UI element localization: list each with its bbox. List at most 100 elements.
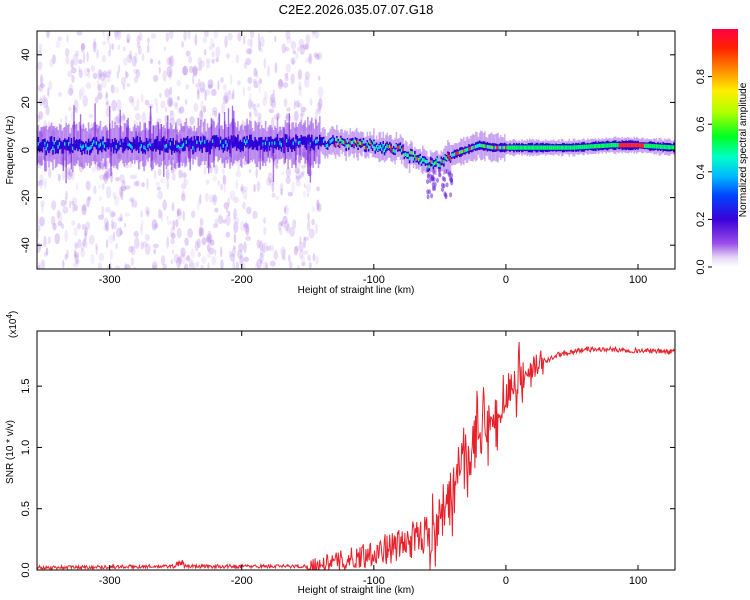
ridge-peak	[510, 145, 513, 150]
noise-blob	[199, 217, 204, 227]
ridge-peak	[550, 145, 552, 150]
noise-blob	[162, 263, 167, 269]
ridge-peak	[484, 144, 486, 148]
noise-blob	[172, 101, 179, 107]
noise-blob	[166, 236, 170, 249]
ridge-peak	[453, 152, 456, 157]
noise-blob	[147, 37, 150, 44]
noise-blob	[156, 186, 161, 191]
ridge-streak	[262, 144, 264, 167]
dip-tail	[426, 167, 429, 173]
noise-blob	[289, 226, 295, 237]
noise-blob	[225, 208, 229, 214]
noise-blob	[173, 162, 176, 174]
ridge-core	[328, 139, 330, 147]
noise-blob	[303, 250, 309, 255]
noise-blob	[183, 31, 187, 41]
noise-blob	[48, 80, 53, 90]
noise-blob	[151, 151, 157, 161]
dip-tail	[426, 194, 430, 200]
noise-blob	[89, 234, 95, 245]
ridge-peak	[391, 149, 394, 153]
noise-blob	[215, 46, 221, 59]
ridge-peak	[632, 143, 634, 148]
ridge-peak	[485, 144, 487, 149]
noise-blob	[203, 31, 209, 38]
noise-blob	[308, 228, 315, 239]
noise-blob	[78, 66, 81, 72]
noise-blob	[37, 114, 41, 123]
noise-blob	[308, 122, 313, 132]
ridge-peak	[555, 145, 557, 150]
ridge-peak	[181, 144, 184, 148]
noise-blob	[95, 123, 100, 136]
ridge-peak	[572, 145, 575, 150]
noise-blob	[153, 75, 159, 82]
ridge-core	[312, 141, 314, 150]
noise-blob	[61, 168, 66, 181]
noise-blob	[151, 264, 158, 269]
noise-blob	[49, 58, 54, 68]
ridge-peak	[52, 146, 54, 150]
noise-blob	[57, 211, 63, 222]
noise-blob	[211, 43, 216, 48]
noise-blob	[97, 135, 103, 142]
noise-blob	[105, 74, 112, 83]
ridge-core	[48, 141, 50, 153]
noise-blob	[173, 253, 180, 264]
ridge-peak	[367, 145, 370, 149]
noise-blob	[263, 57, 267, 69]
noise-blob	[309, 98, 313, 106]
noise-blob	[286, 37, 292, 44]
ridge-peak	[558, 145, 560, 150]
noise-blob	[286, 107, 291, 112]
noise-blob	[72, 203, 76, 213]
noise-blob	[113, 31, 119, 38]
noise-blob	[284, 220, 290, 232]
noise-blob	[312, 253, 316, 262]
noise-blob	[97, 91, 103, 100]
noise-blob	[39, 83, 46, 88]
ridge-peak	[165, 143, 168, 148]
ridge-peak	[280, 143, 283, 147]
ridge-core	[77, 140, 79, 152]
dip-tail	[431, 182, 435, 187]
noise-blob	[177, 208, 180, 217]
noise-blob	[231, 93, 234, 100]
noise-blob	[277, 126, 283, 132]
ridge-core	[305, 137, 308, 150]
noise-blob	[182, 210, 185, 222]
noise-blob	[235, 54, 240, 64]
noise-blob	[292, 158, 296, 164]
noise-blob	[66, 167, 71, 176]
noise-blob	[181, 41, 184, 48]
ridge-peak	[424, 159, 427, 164]
noise-blob	[129, 50, 133, 60]
noise-blob	[301, 164, 306, 169]
noise-blob	[314, 116, 318, 125]
ridge-peak	[395, 144, 398, 148]
noise-blob	[259, 36, 265, 48]
ridge-core	[202, 135, 205, 148]
ridge-peak	[93, 140, 95, 144]
ridge-peak	[517, 145, 519, 150]
ridge-core	[321, 137, 324, 145]
ridge-core	[120, 138, 123, 148]
ridge-peak	[371, 144, 374, 149]
ridge-streak	[149, 106, 152, 145]
ridge-peak	[226, 143, 229, 147]
noise-blob	[224, 156, 230, 164]
noise-blob	[307, 192, 310, 198]
noise-blob	[159, 93, 162, 98]
ridge-peak	[164, 144, 166, 149]
noise-blob	[105, 186, 112, 199]
noise-blob	[205, 88, 211, 96]
ridge-core	[107, 138, 110, 150]
noise-blob	[62, 206, 69, 214]
noise-blob	[271, 181, 275, 193]
noise-blob	[117, 31, 122, 41]
noise-blob	[202, 105, 207, 113]
ridge-core	[94, 138, 96, 148]
noise-blob	[150, 33, 157, 39]
noise-blob	[225, 214, 231, 226]
